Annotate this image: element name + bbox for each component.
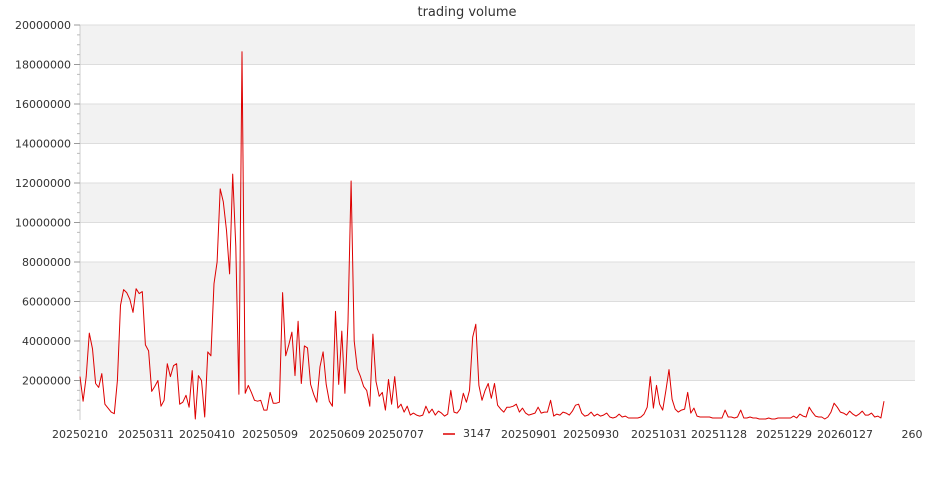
y-tick-label: 10000000	[15, 217, 71, 230]
x-tick-label: 20251031	[631, 428, 687, 441]
grid-bands	[80, 25, 915, 381]
x-tick-label: 20250311	[118, 428, 174, 441]
grid-band	[80, 183, 915, 223]
legend: 3147	[443, 427, 491, 440]
series-line	[79, 51, 885, 420]
x-tick-label: 20251229	[756, 428, 812, 441]
x-tick-label: 20250901	[501, 428, 557, 441]
grid-band	[80, 104, 915, 144]
x-tick-label: 20260127	[817, 428, 873, 441]
x-tick-label: 20250930	[563, 428, 619, 441]
grid-band	[80, 262, 915, 302]
x-tick-label: 20251128	[691, 428, 747, 441]
y-tick-label: 14000000	[15, 138, 71, 151]
series-group	[79, 51, 885, 420]
gridlines	[80, 24, 915, 381]
y-tick-label: 8000000	[22, 256, 71, 269]
legend-label: 3147	[463, 427, 491, 440]
chart-title: trading volume	[417, 5, 516, 20]
x-tick-label: 260	[902, 428, 923, 441]
x-tick-label: 20250707	[368, 428, 424, 441]
grid-band	[80, 25, 915, 65]
x-tick-label: 20250210	[52, 428, 108, 441]
y-tick-label: 18000000	[15, 59, 71, 72]
y-tick-label: 12000000	[15, 177, 71, 190]
y-tick-label: 16000000	[15, 98, 71, 111]
x-tick-label: 20250609	[309, 428, 365, 441]
y-tick-label: 20000000	[15, 19, 71, 32]
y-tick-label: 2000000	[22, 375, 71, 388]
x-tick-label: 20250509	[242, 428, 298, 441]
x-tick-label: 20250410	[179, 428, 235, 441]
y-tick-label: 6000000	[22, 296, 71, 309]
grid-band	[80, 341, 915, 381]
x-axis: 20250210 20250311 20250410 20250509 20250609…	[52, 428, 923, 441]
y-axis: 2000000 4000000 6000000 8000000 10000000 1200…	[15, 19, 81, 420]
y-tick-label: 4000000	[22, 335, 71, 348]
